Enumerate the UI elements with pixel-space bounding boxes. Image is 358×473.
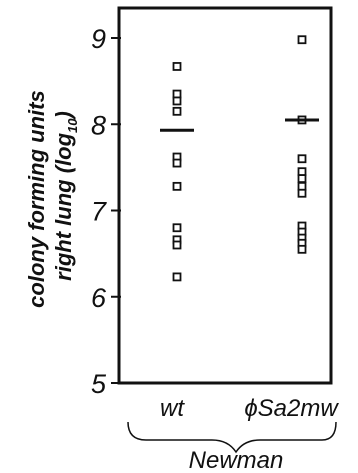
data-points bbox=[172, 35, 307, 282]
y-axis-label-line2-prefix: right lung (log bbox=[51, 132, 76, 280]
data-point bbox=[172, 240, 182, 250]
y-tick-label: 9 bbox=[91, 24, 106, 54]
y-tick-label: 8 bbox=[91, 110, 106, 140]
y-axis-label-line2: right lung (log10) bbox=[51, 111, 80, 281]
data-point bbox=[172, 223, 182, 233]
plot-frame bbox=[117, 6, 333, 385]
y-axis: 5 6 7 8 9 bbox=[91, 24, 121, 399]
x-axis-categories: wt ϕSa2mw bbox=[160, 395, 339, 422]
data-point bbox=[297, 167, 307, 177]
y-tick-label: 6 bbox=[91, 283, 107, 313]
group-brace bbox=[127, 421, 337, 454]
data-point bbox=[297, 244, 307, 254]
data-point bbox=[172, 106, 182, 116]
y-axis-label-subscript: 10 bbox=[65, 118, 80, 133]
data-point bbox=[172, 62, 182, 71]
category-label-wt: wt bbox=[160, 395, 185, 422]
data-point bbox=[172, 89, 182, 99]
y-axis-label-line2-suffix: ) bbox=[51, 111, 76, 120]
data-point bbox=[172, 158, 182, 168]
y-tick-label: 5 bbox=[91, 369, 107, 399]
data-point bbox=[297, 181, 307, 191]
y-tick-label: 7 bbox=[91, 197, 107, 227]
data-point bbox=[297, 35, 307, 45]
group-label: Newman bbox=[189, 447, 284, 473]
data-point bbox=[172, 272, 182, 282]
data-point bbox=[297, 174, 307, 183]
data-point bbox=[172, 181, 182, 191]
category-label-phisa2mw: ϕSa2mw bbox=[244, 395, 339, 422]
data-point bbox=[297, 154, 307, 164]
data-point bbox=[172, 96, 182, 106]
data-point bbox=[297, 188, 307, 198]
y-axis-label-line1: colony forming units bbox=[24, 90, 49, 308]
y-axis-label: colony forming units right lung (log10) bbox=[24, 84, 80, 308]
median-lines bbox=[160, 118, 319, 132]
